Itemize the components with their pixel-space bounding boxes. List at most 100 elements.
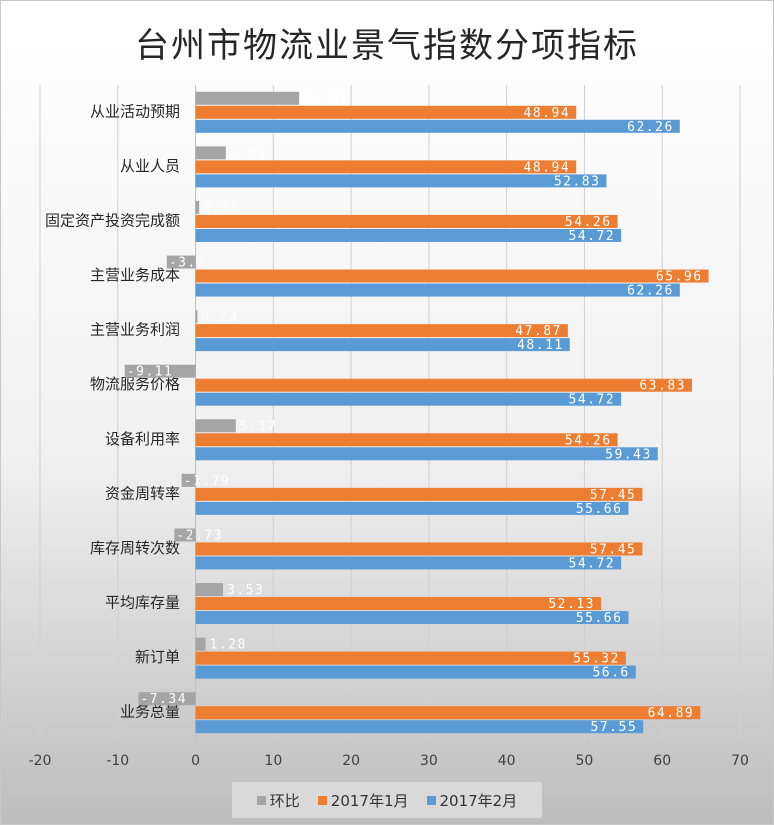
data-label: -2.73 (176, 528, 223, 543)
data-label: 55.66 (576, 611, 623, 626)
legend-label-feb: 2017年2月 (439, 791, 518, 810)
bar (181, 473, 196, 487)
bar (195, 146, 226, 160)
data-label: 5.17 (240, 419, 277, 434)
bar (195, 433, 618, 447)
category-label: 资金周转率 (105, 484, 180, 502)
category-label: 业务总量 (120, 703, 180, 721)
data-label: 62.26 (627, 284, 674, 299)
data-label: 57.45 (590, 488, 637, 503)
category-label: 主营业务成本 (90, 266, 180, 284)
bar (195, 228, 622, 242)
bar (195, 310, 198, 324)
bar (195, 392, 622, 406)
data-label: 47.87 (515, 324, 562, 339)
bar (195, 487, 643, 501)
data-label: 54.72 (569, 393, 616, 408)
bar (195, 419, 236, 433)
x-tick-label: 40 (498, 753, 516, 769)
data-label: 3.89 (230, 146, 267, 161)
data-label: 57.45 (590, 542, 637, 557)
category-label: 固定资产投资完成额 (45, 211, 180, 229)
legend-item-jan: 2017年1月 (317, 790, 409, 811)
bar (195, 583, 224, 597)
bar (195, 378, 693, 392)
data-label: 56.6 (592, 666, 629, 681)
category-label: 从业活动预期 (90, 102, 180, 120)
bar (195, 447, 658, 461)
data-label: -3.7 (169, 256, 206, 271)
data-label: 54.26 (565, 433, 612, 448)
x-tick-label: -10 (106, 753, 129, 769)
x-tick-label: 70 (731, 753, 749, 769)
x-tick-label: 60 (653, 753, 671, 769)
bar (195, 269, 709, 283)
data-label: 1.28 (210, 638, 247, 653)
data-label: 54.26 (565, 215, 612, 230)
data-label: 48.11 (517, 338, 564, 353)
category-label: 新订单 (135, 648, 180, 666)
data-label: 54.72 (569, 229, 616, 244)
legend-item-mom: 环比 (256, 790, 300, 811)
data-label: 62.26 (627, 120, 674, 135)
x-tick-label: 0 (191, 753, 200, 769)
data-label: -9.11 (127, 365, 174, 380)
legend-label-jan: 2017年1月 (330, 791, 409, 810)
x-tick-label: 10 (264, 753, 282, 769)
category-label: 主营业务利润 (90, 321, 180, 339)
data-label: 52.83 (554, 174, 601, 189)
bar (166, 255, 196, 269)
x-tick-label: 50 (576, 753, 594, 769)
bar (195, 542, 643, 556)
bar (195, 174, 607, 188)
bar (195, 556, 622, 570)
category-label: 库存周转次数 (90, 539, 180, 557)
bar (195, 706, 701, 720)
x-tick-label: -20 (29, 753, 52, 769)
data-label: 59.43 (605, 447, 652, 462)
bar (195, 338, 570, 352)
legend-item-feb: 2017年2月 (426, 790, 518, 811)
data-label: 0.46 (203, 201, 240, 216)
bar (195, 283, 680, 297)
bar (195, 597, 602, 611)
chart-title: 台州市物流业景气指数分项指标 (135, 26, 639, 66)
data-label: 3.53 (227, 583, 264, 598)
data-label: 64.89 (648, 706, 695, 721)
legend: 环比 2017年1月 2017年2月 (232, 782, 542, 818)
legend-swatch-mom (256, 795, 266, 805)
data-label: 52.13 (548, 597, 595, 612)
data-label: 13.32 (303, 92, 350, 107)
data-label: 48.94 (524, 160, 571, 175)
bar (195, 651, 626, 665)
legend-label-mom: 环比 (269, 791, 300, 810)
bar (195, 720, 644, 734)
bar (195, 501, 629, 515)
bar (195, 160, 577, 174)
bar (174, 528, 196, 542)
bar (195, 637, 206, 651)
data-label: 57.55 (591, 720, 638, 735)
legend-swatch-feb (426, 795, 436, 805)
x-tick-label: 30 (420, 753, 438, 769)
data-label: 54.72 (569, 556, 616, 571)
bar (195, 105, 577, 119)
bar (124, 364, 196, 378)
data-label: 48.94 (524, 106, 571, 121)
legend-swatch-jan (317, 795, 327, 805)
bar (195, 91, 300, 105)
bar (195, 200, 200, 214)
data-label: 55.66 (576, 502, 623, 517)
bar (195, 665, 636, 679)
data-label: -7.34 (140, 692, 187, 707)
data-label: 63.83 (639, 379, 686, 394)
data-label: 0.24 (201, 310, 238, 325)
bar (195, 214, 618, 228)
bar (195, 324, 568, 338)
x-tick-label: 20 (342, 753, 360, 769)
data-label: 65.96 (656, 270, 703, 285)
category-label: 物流服务价格 (90, 375, 180, 393)
category-label: 平均库存量 (105, 594, 180, 612)
